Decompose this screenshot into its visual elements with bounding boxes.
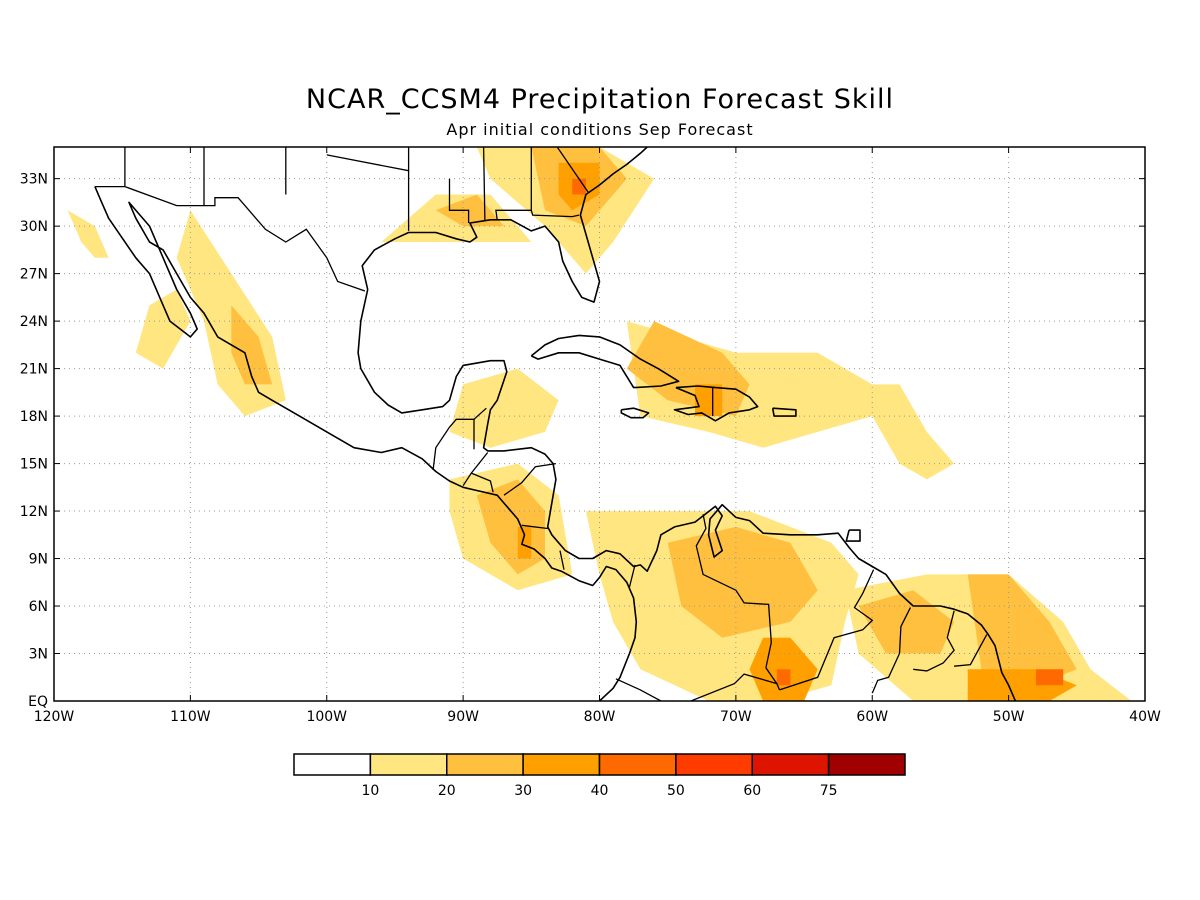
- colorbar: 10 20 30 40 50 60 75: [293, 753, 906, 799]
- lon-label: 110W: [170, 709, 211, 725]
- coastline-1: [357, 289, 1017, 701]
- border-9: [530, 210, 580, 218]
- colorbar-swatch-4: [598, 753, 677, 776]
- lat-label: 18N: [20, 409, 48, 425]
- lat-label: 30N: [20, 219, 48, 235]
- colorbar-label: 20: [438, 783, 456, 799]
- border-0: [94, 185, 366, 292]
- coastline-0: [94, 186, 638, 701]
- lon-label: 80W: [584, 709, 616, 725]
- border-7: [482, 147, 486, 222]
- lat-label: 15N: [20, 457, 48, 473]
- skill-region-13: [449, 368, 559, 448]
- skill-region-9: [572, 178, 586, 195]
- lat-label: 9N: [29, 552, 48, 568]
- lat-label: 3N: [29, 647, 48, 663]
- colorbar-label: 50: [667, 783, 685, 799]
- colorbar-label: 60: [743, 783, 761, 799]
- axis-labels: EQ 3N 6N 9N 12N 15N 18N 21N 24N 27N 30N 33N 120W 110W…: [20, 147, 1161, 725]
- border-22: [871, 607, 911, 694]
- border-11: [432, 418, 475, 470]
- border-12: [473, 407, 487, 420]
- colorbar-label: 30: [514, 783, 532, 799]
- skill-region-12: [695, 384, 723, 417]
- colorbar-swatch-5: [675, 753, 753, 776]
- skill-region-1: [135, 289, 191, 369]
- border-23: [913, 610, 955, 672]
- border-layer: [94, 147, 988, 701]
- map-subtitle: Apr initial conditions Sep Forecast: [446, 120, 754, 139]
- colorbar-label: 10: [361, 783, 379, 799]
- colorbar-swatch-2: [446, 753, 524, 776]
- border-18: [628, 564, 636, 588]
- border-21: [779, 569, 875, 691]
- skill-region-3: [231, 305, 273, 385]
- skill-region-20: [776, 669, 791, 686]
- lon-label: 40W: [1129, 709, 1161, 725]
- lat-label: 24N: [20, 314, 48, 330]
- lat-label: 12N: [20, 504, 48, 520]
- border-20: [695, 514, 781, 691]
- lon-label: 100W: [306, 709, 347, 725]
- coastline-6: [771, 407, 797, 417]
- lat-label: 21N: [20, 362, 48, 378]
- skill-region-25: [1035, 669, 1064, 686]
- border-19: [615, 678, 662, 701]
- graticule: [54, 147, 1145, 701]
- coastline-2: [361, 147, 648, 303]
- skill-region-23: [967, 574, 1077, 686]
- border-24: [954, 634, 988, 667]
- colorbar-label: 40: [591, 783, 609, 799]
- border-25: [690, 673, 777, 701]
- skill-region-16: [517, 526, 532, 559]
- coastline-3: [530, 334, 680, 389]
- border-16: [521, 524, 548, 530]
- lat-label: 27N: [20, 267, 48, 283]
- skill-region-18: [667, 526, 818, 638]
- coastline-7: [845, 529, 861, 542]
- colorbar-swatch-6: [751, 753, 830, 776]
- colorbar-swatch-7: [827, 753, 906, 776]
- lat-label: 33N: [20, 172, 48, 188]
- border-8: [495, 147, 532, 220]
- colorbar-swatch-3: [522, 753, 601, 776]
- lat-label: 6N: [29, 599, 48, 615]
- lon-label: 120W: [34, 709, 75, 725]
- border-10: [556, 147, 590, 194]
- skill-region-5: [435, 194, 504, 227]
- lon-label: 50W: [993, 709, 1025, 725]
- border-6: [448, 178, 470, 223]
- lon-label: 60W: [856, 709, 888, 725]
- lon-label: 70W: [720, 709, 752, 725]
- colorbar-swatch-1: [369, 753, 448, 776]
- coastline-5: [620, 407, 650, 419]
- lon-label: 90W: [447, 709, 479, 725]
- coastline-4: [673, 385, 759, 422]
- border-14: [471, 472, 494, 493]
- lat-label: EQ: [28, 694, 48, 710]
- border-4: [326, 147, 410, 172]
- border-17: [559, 550, 565, 570]
- map-title: NCAR_CCSM4 Precipitation Forecast Skill: [305, 84, 895, 115]
- border-15: [503, 462, 556, 496]
- coastline-layer: [94, 147, 1017, 701]
- skill-region-0: [67, 210, 109, 258]
- skill-region-2: [176, 210, 286, 417]
- colorbar-label: 75: [820, 783, 838, 799]
- colorbar-swatch-0: [293, 753, 372, 776]
